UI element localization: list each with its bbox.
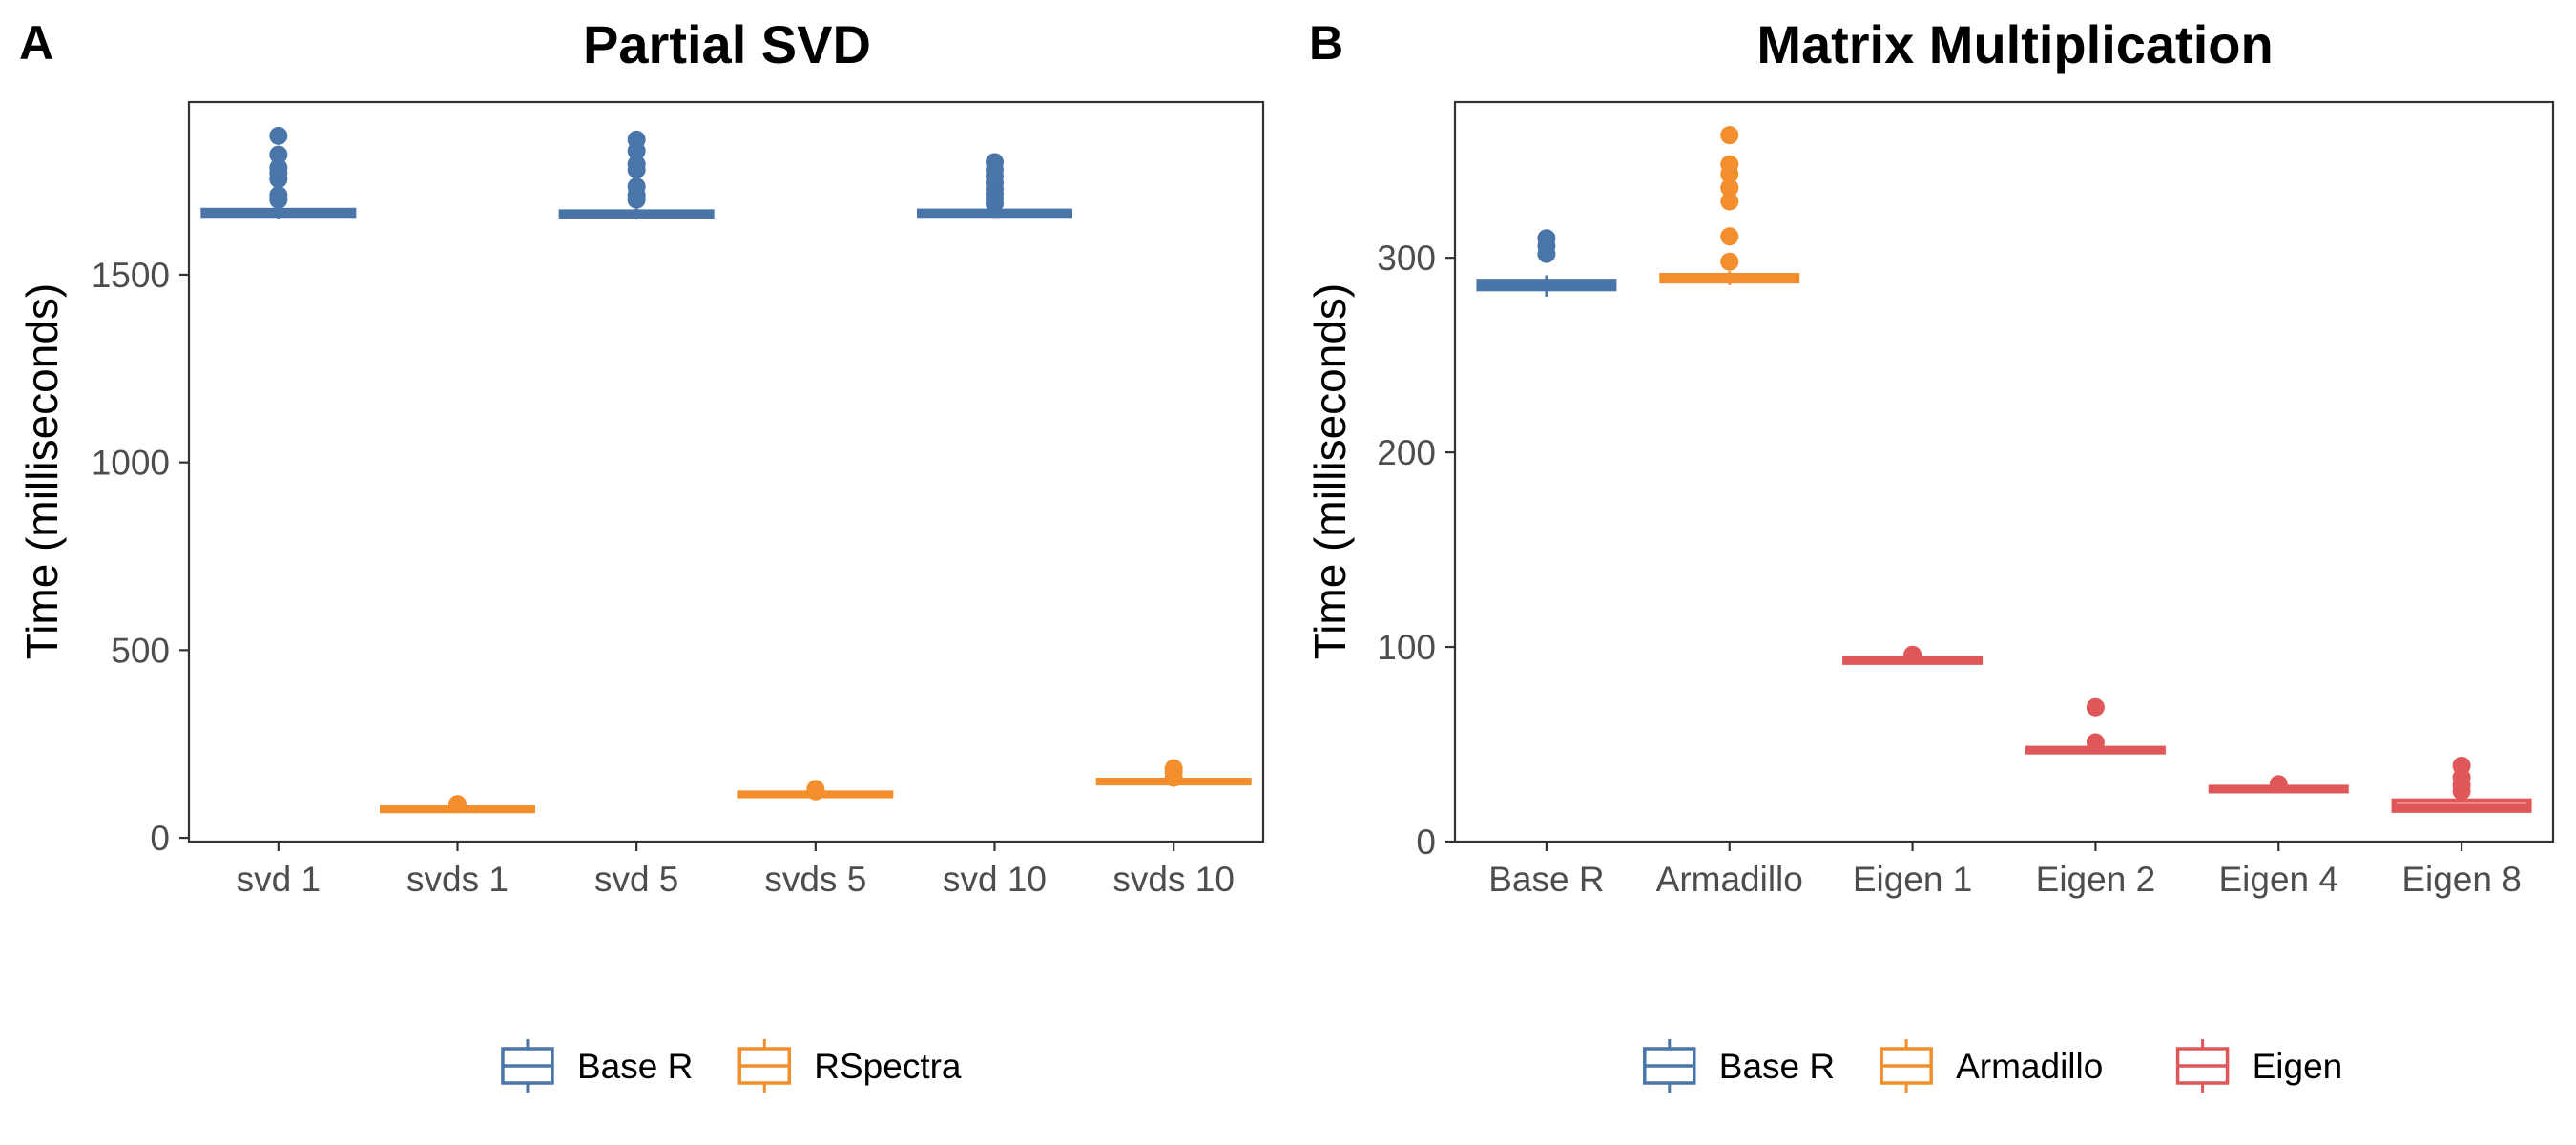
outlier-point xyxy=(1720,192,1739,211)
x-tick-label: svd 10 xyxy=(943,860,1047,899)
panel-a-letter: A xyxy=(19,16,53,70)
y-tick-label: 1000 xyxy=(92,444,170,483)
x-tick-label: svds 5 xyxy=(764,860,866,899)
y-tick-label: 1500 xyxy=(92,256,170,295)
panel-b-title: Matrix Multiplication xyxy=(1756,14,2273,74)
outlier-point xyxy=(627,155,646,174)
box-eigen-8 xyxy=(2391,756,2532,813)
plot-border xyxy=(187,100,1265,843)
legend-entry: Eigen xyxy=(2175,1039,2343,1093)
box-svds-5 xyxy=(737,780,894,801)
outlier-point xyxy=(1903,645,1922,664)
box-base-r xyxy=(1476,229,1617,297)
panel-b-legend: Base R Armadillo Eigen xyxy=(1643,1039,2343,1093)
outlier-point xyxy=(269,145,288,164)
outlier-point xyxy=(1720,227,1739,246)
y-tick-label: 0 xyxy=(1416,822,1436,862)
box-eigen-2 xyxy=(2025,697,2166,755)
plot-border xyxy=(1453,100,2555,843)
x-tick-label: Eigen 2 xyxy=(2036,860,2156,899)
outlier-point xyxy=(2086,733,2105,752)
y-tick-label: 500 xyxy=(111,631,170,670)
outlier-point xyxy=(627,130,646,149)
box-svd-10 xyxy=(917,153,1072,219)
outlier-point xyxy=(269,126,288,145)
x-tick-label: svds 10 xyxy=(1112,860,1235,899)
box-svds-1 xyxy=(380,795,535,814)
x-tick-label: Eigen 1 xyxy=(1853,860,1973,899)
outlier-point xyxy=(1720,178,1739,198)
box-armadillo xyxy=(1659,126,1800,285)
x-tick-label: svd 1 xyxy=(237,860,321,899)
outlier-point xyxy=(448,795,467,814)
x-tick-label: Eigen 8 xyxy=(2401,860,2522,899)
outlier-point xyxy=(1720,155,1739,174)
outlier-point xyxy=(986,153,1004,172)
legend-label: Base R xyxy=(577,1047,693,1086)
panel-a-plot: 0 500 1000 1500 svd 1 svds 1 svd 5 svds 5 svd 10… xyxy=(92,100,1265,899)
panel-a-title: Partial SVD xyxy=(583,14,871,74)
outlier-point xyxy=(627,177,646,197)
box-eigen-1 xyxy=(1842,645,1984,665)
outlier-point xyxy=(1720,252,1739,271)
panel-b-letter: B xyxy=(1309,16,1343,70)
y-tick-label: 200 xyxy=(1377,433,1436,472)
panel-a-y-axis-title: Time (milliseconds) xyxy=(17,283,67,659)
outlier-point xyxy=(2086,697,2105,717)
outlier-point xyxy=(1720,126,1739,145)
box-svds-10 xyxy=(1095,759,1252,787)
panel-b-y-axis-title: Time (milliseconds) xyxy=(1305,283,1355,659)
legend-label: RSpectra xyxy=(814,1047,962,1086)
legend-entry: RSpectra xyxy=(737,1039,962,1093)
outlier-point xyxy=(269,158,288,177)
box-eigen-4 xyxy=(2208,775,2349,794)
outlier-point xyxy=(2269,775,2288,794)
box-svd-1 xyxy=(200,126,357,219)
legend-label: Base R xyxy=(1719,1047,1835,1086)
y-tick-label: 100 xyxy=(1377,628,1436,667)
panel-b-plot: 0 100 200 300 Base R Armadillo Eigen 1 Eigen 2 E… xyxy=(1377,100,2555,899)
y-tick-label: 300 xyxy=(1377,239,1436,278)
outlier-point xyxy=(269,186,288,205)
legend-entry: Armadillo xyxy=(1880,1039,2103,1093)
x-tick-label: Base R xyxy=(1488,860,1604,899)
panel-a-legend: Base R RSpectra xyxy=(501,1039,962,1093)
outlier-point xyxy=(806,780,825,799)
x-tick-label: svd 5 xyxy=(594,860,678,899)
outlier-point xyxy=(2452,756,2471,775)
legend-label: Eigen xyxy=(2253,1047,2343,1086)
x-tick-label: svds 1 xyxy=(406,860,509,899)
legend-entry: Base R xyxy=(1643,1039,1835,1093)
x-tick-label: Armadillo xyxy=(1656,860,1803,899)
outlier-point xyxy=(1537,229,1556,248)
legend-label: Armadillo xyxy=(1956,1047,2103,1086)
legend-entry: Base R xyxy=(501,1039,693,1093)
outlier-point xyxy=(1164,759,1183,778)
x-tick-label: Eigen 4 xyxy=(2219,860,2339,899)
y-tick-label: 0 xyxy=(150,819,170,858)
box-svd-5 xyxy=(558,130,715,219)
